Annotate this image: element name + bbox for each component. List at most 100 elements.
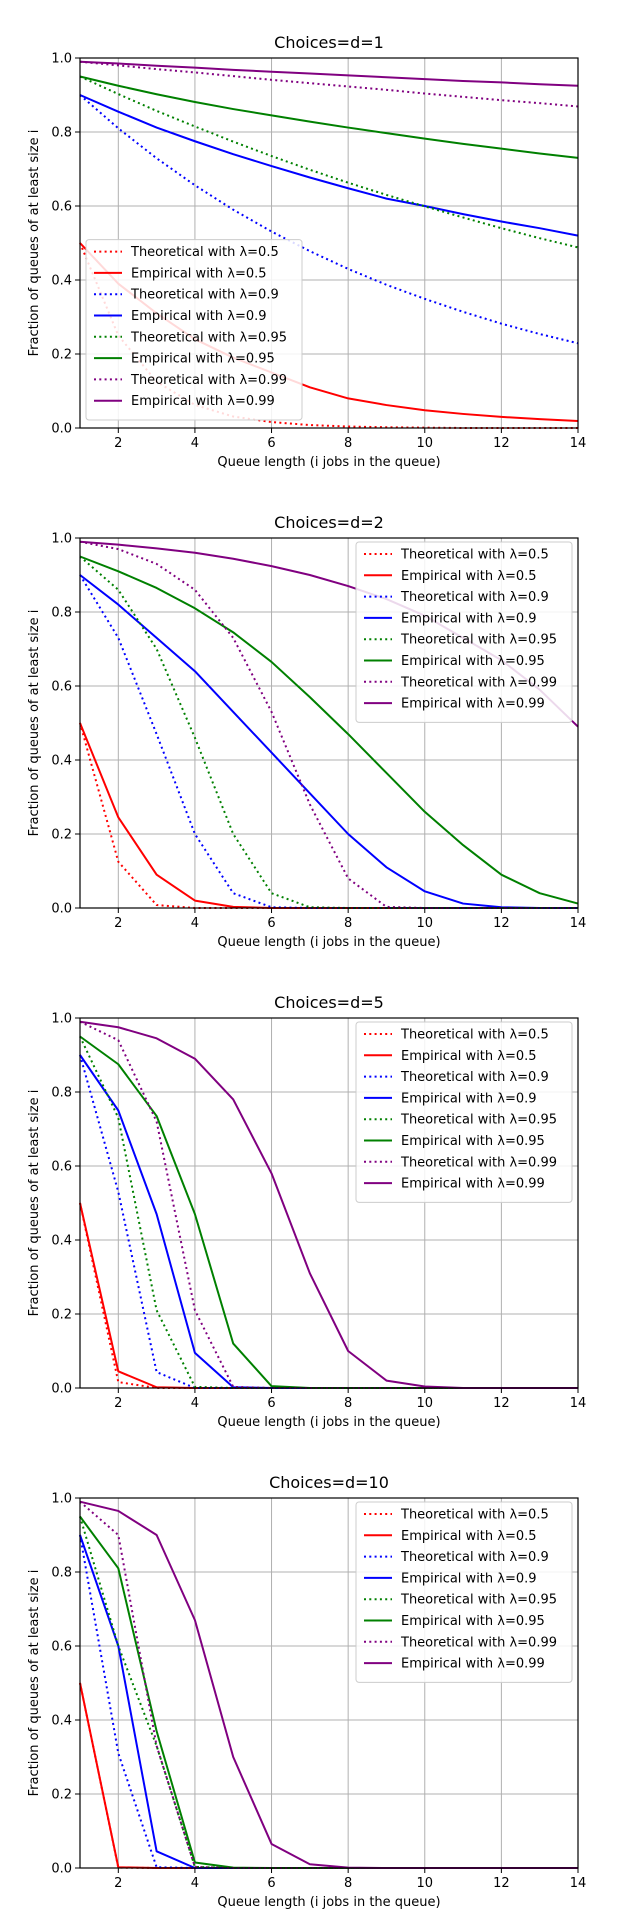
chart-3-ytick-label-5: 1.0 [51,1012,72,1027]
chart-4-xtick-label-4: 10 [416,1876,433,1891]
chart-4-axes-frame [79,1497,579,1869]
chart-3: Choices=d=5 2 4 6 8 10 12 14 0.0 0.2 0.4 0.6 0.8 1.0 Q… [27,993,586,1430]
chart-2-ytick-label-2: 0.4 [51,754,72,769]
chart-4-legend-label-empirical-with-lambda-099: Empirical with λ=0.99 [401,1657,545,1672]
chart-3-legend-label-empirical-with-lambda-095: Empirical with λ=0.95 [401,1134,545,1149]
chart-4-legend-box [355,1501,573,1683]
chart-4-ytick-label-3: 0.6 [51,1640,72,1655]
chart-3-legend-label-empirical-with-lambda-05: Empirical with λ=0.5 [401,1049,537,1064]
chart-4-ytick-label-5: 1.0 [51,1492,72,1507]
chart-2-xtick-label-2: 6 [267,916,275,931]
chart-2-legend-label-theoretical-with-lambda-05: Theoretical with λ=0.5 [400,548,549,563]
chart-1-ytick-label-0: 0.0 [51,422,72,437]
chart-1-legend-label-theoretical-with-lambda-05: Theoretical with λ=0.5 [130,245,279,260]
chart-3-xtick-label-6: 14 [570,1396,587,1411]
chart-1-xtick-label-2: 6 [267,436,275,451]
chart-1-xtick-label-6: 14 [570,436,587,451]
chart-2-ytick-label-5: 1.0 [51,532,72,547]
chart-2-legend-label-empirical-with-lambda-095: Empirical with λ=0.95 [401,654,545,669]
chart-2-xtick-label-5: 12 [493,916,510,931]
chart-4-legend-label-theoretical-with-lambda-05: Theoretical with λ=0.5 [400,1508,549,1523]
chart-4-ytick-label-1: 0.2 [51,1788,72,1803]
chart-4-ytick-label-0: 0.0 [51,1862,72,1877]
chart-3-legend-box [355,1021,573,1203]
chart-3-legend-label-empirical-with-lambda-09: Empirical with λ=0.9 [401,1091,537,1106]
chart-1-legend-label-empirical-with-lambda-09: Empirical with λ=0.9 [131,309,267,324]
chart-3-xtick-label-1: 4 [191,1396,199,1411]
chart-3-ytick-label-0: 0.0 [51,1382,72,1397]
chart-1-axes-frame [79,57,579,429]
chart-4-legend-label-theoretical-with-lambda-095: Theoretical with λ=0.95 [400,1593,557,1608]
chart-3-legend-label-theoretical-with-lambda-095: Theoretical with λ=0.95 [400,1113,557,1128]
chart-1-ylabel: Fraction of queues of at least size i [27,130,42,357]
chart-2-legend-box [355,541,573,723]
chart-3-xtick-label-0: 2 [114,1396,122,1411]
chart-2-ytick-label-4: 0.8 [51,606,72,621]
chart-1-legend-label-empirical-with-lambda-095: Empirical with λ=0.95 [131,352,275,367]
chart-4-xlabel: Queue length (i jobs in the queue) [217,1895,440,1910]
chart-3-legend-label-theoretical-with-lambda-099: Theoretical with λ=0.99 [400,1155,557,1170]
chart-1-legend: Theoretical with λ=0.5 Empirical with λ=0… [85,239,303,421]
chart-2: Choices=d=2 2 4 6 8 10 12 14 0.0 0.2 0.4 0.6 0.8 1.0 Q… [27,513,586,950]
chart-2-series-empirical-with-lambda-09 [79,574,578,909]
chart-1-series-empirical-with-lambda-099 [79,60,579,87]
chart-4-ytick-label-4: 0.8 [51,1566,72,1581]
chart-1-ytick-label-3: 0.6 [51,200,72,215]
chart-2-legend-label-empirical-with-lambda-05: Empirical with λ=0.5 [401,569,537,584]
chart-2-legend-label-theoretical-with-lambda-099: Theoretical with λ=0.99 [400,675,557,690]
chart-1-ytick-label-5: 1.0 [51,52,72,67]
chart-4-xtick-label-5: 12 [493,1876,510,1891]
chart-4-xtick-label-3: 8 [344,1876,352,1891]
chart-3-ytick-label-4: 0.8 [51,1086,72,1101]
chart-3-xtick-label-2: 6 [267,1396,275,1411]
chart-4-xtick-label-6: 14 [570,1876,587,1891]
chart-1-legend-box [85,239,303,421]
chart-1-series-theoretical-with-lambda-095 [79,75,579,249]
chart-3-ylabel: Fraction of queues of at least size i [27,1090,42,1317]
chart-1-title: Choices=d=1 [274,33,384,52]
chart-3-ytick-label-2: 0.4 [51,1234,72,1249]
chart-2-series-empirical-with-lambda-095 [79,555,579,905]
chart-3-ytick-label-3: 0.6 [51,1160,72,1175]
chart-1-ytick-label-4: 0.8 [51,126,72,141]
chart-2-xlabel: Queue length (i jobs in the queue) [217,935,440,950]
chart-2-series-theoretical-with-lambda-05 [79,722,578,909]
chart-1: Choices=d=1 2 4 6 8 10 12 14 0.0 0.2 0.4 0.6 0.8 1.0 Q… [27,33,586,470]
chart-2-legend-label-empirical-with-lambda-099: Empirical with λ=0.99 [401,697,545,712]
chart-2-legend-label-empirical-with-lambda-09: Empirical with λ=0.9 [401,611,537,626]
chart-4-xtick-label-2: 6 [267,1876,275,1891]
chart-4: Choices=d=10 2 4 6 8 10 12 14 0.0 0.2 0.4 0.6 0.8 1.0… [27,1473,586,1910]
chart-3-legend-label-theoretical-with-lambda-05: Theoretical with λ=0.5 [400,1028,549,1043]
chart-2-title: Choices=d=2 [274,513,384,532]
chart-1-legend-label-empirical-with-lambda-05: Empirical with λ=0.5 [131,266,267,281]
chart-1-xlabel: Queue length (i jobs in the queue) [217,455,440,470]
chart-2-legend: Theoretical with λ=0.5 Empirical with λ=0… [355,541,573,723]
chart-2-legend-label-theoretical-with-lambda-09: Theoretical with λ=0.9 [400,590,549,605]
chart-4-legend-label-empirical-with-lambda-05: Empirical with λ=0.5 [401,1529,537,1544]
chart-2-ylabel: Fraction of queues of at least size i [27,610,42,837]
chart-1-legend-label-theoretical-with-lambda-099: Theoretical with λ=0.99 [130,373,287,388]
chart-4-ytick-label-2: 0.4 [51,1714,72,1729]
chart-2-legend-label-theoretical-with-lambda-095: Theoretical with λ=0.95 [400,633,557,648]
chart-3-legend: Theoretical with λ=0.5 Empirical with λ=0… [355,1021,573,1203]
chart-2-xtick-label-4: 10 [416,916,433,931]
chart-4-xtick-label-1: 4 [191,1876,199,1891]
chart-3-xlabel: Queue length (i jobs in the queue) [217,1415,440,1430]
chart-1-xtick-label-1: 4 [191,436,199,451]
chart-3-xtick-label-5: 12 [493,1396,510,1411]
chart-1-xtick-label-5: 12 [493,436,510,451]
chart-3-axes-frame [79,1017,579,1389]
chart-2-ytick-label-0: 0.0 [51,902,72,917]
chart-1-series-empirical-with-lambda-09 [79,94,579,237]
chart-3-xtick-label-4: 10 [416,1396,433,1411]
chart-1-series-theoretical-with-lambda-099 [79,60,579,108]
chart-1-ytick-label-2: 0.4 [51,274,72,289]
chart-3-legend-label-empirical-with-lambda-099: Empirical with λ=0.99 [401,1177,545,1192]
chart-4-legend-label-theoretical-with-lambda-099: Theoretical with λ=0.99 [400,1635,557,1650]
chart-1-xtick-label-4: 10 [416,436,433,451]
chart-2-xtick-label-6: 14 [570,916,587,931]
chart-1-legend-label-theoretical-with-lambda-095: Theoretical with λ=0.95 [130,330,287,345]
chart-2-ytick-label-3: 0.6 [51,680,72,695]
